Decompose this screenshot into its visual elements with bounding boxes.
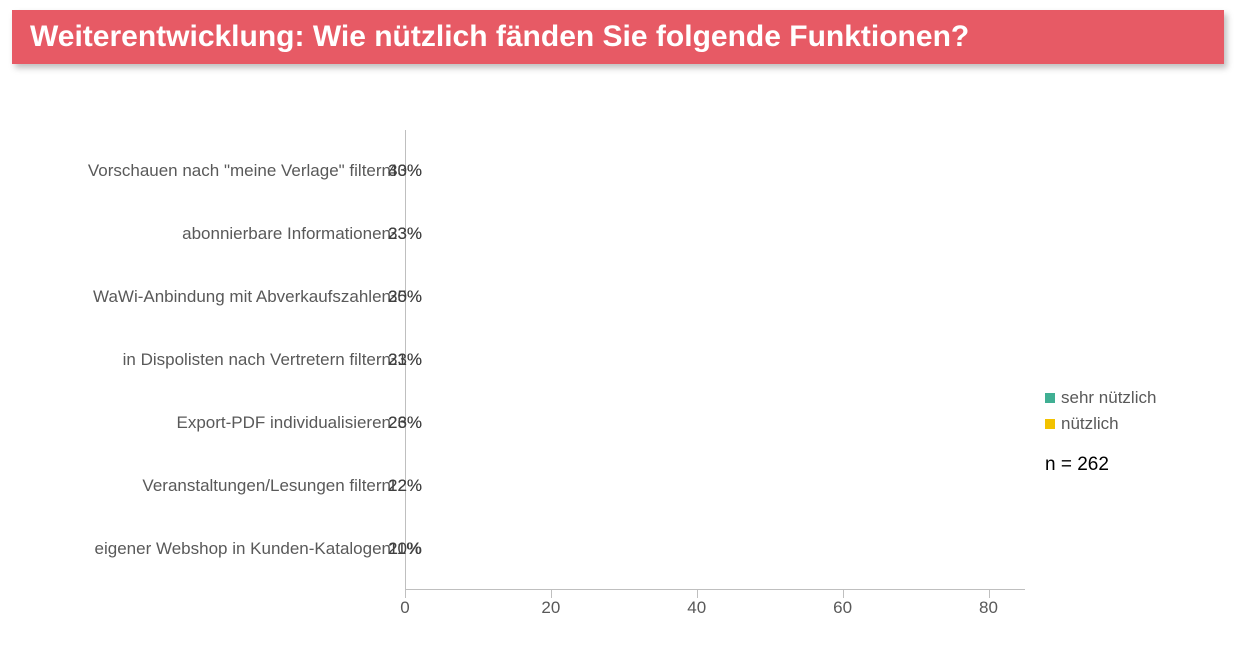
legend-item: sehr nützlich <box>1045 388 1156 408</box>
sample-size-label: n = 262 <box>1045 454 1156 476</box>
plot-area: 020406080Vorschauen nach "meine Verlage"… <box>405 130 1025 590</box>
chart-legend: sehr nützlich nützlich n = 262 <box>1045 388 1156 476</box>
category-label: Veranstaltungen/Lesungen filtern <box>142 476 405 496</box>
legend-swatch <box>1045 393 1055 403</box>
category-label: eigener Webshop in Kunden-Katalogen <box>95 539 405 559</box>
x-tick <box>405 590 406 598</box>
x-tick-label: 60 <box>833 598 852 618</box>
category-label: abonnierbare Informationen <box>182 224 405 244</box>
x-tick <box>843 590 844 598</box>
x-tick-label: 20 <box>541 598 560 618</box>
x-tick-label: 0 <box>400 598 409 618</box>
x-tick <box>697 590 698 598</box>
category-label: Vorschauen nach "meine Verlage" filtern <box>88 161 405 181</box>
legend-label: nützlich <box>1061 414 1119 434</box>
x-tick-label: 40 <box>687 598 706 618</box>
chart-container: 0 20 40 60 80 Vorschauen nach "meine Verlage"… <box>0 100 1236 630</box>
x-axis-line <box>405 589 1025 590</box>
category-label: WaWi-Anbindung mit Abverkaufszahlen <box>93 287 405 307</box>
category-label: Export-PDF individualisieren <box>177 413 405 433</box>
legend-swatch <box>1045 419 1055 429</box>
x-tick <box>989 590 990 598</box>
x-tick-label: 80 <box>979 598 998 618</box>
legend-label: sehr nützlich <box>1061 388 1156 408</box>
chart-title: Weiterentwicklung: Wie nützlich fänden S… <box>12 10 1224 64</box>
category-label: in Dispolisten nach Vertretern filtern <box>123 350 405 370</box>
x-tick <box>551 590 552 598</box>
legend-item: nützlich <box>1045 414 1156 434</box>
